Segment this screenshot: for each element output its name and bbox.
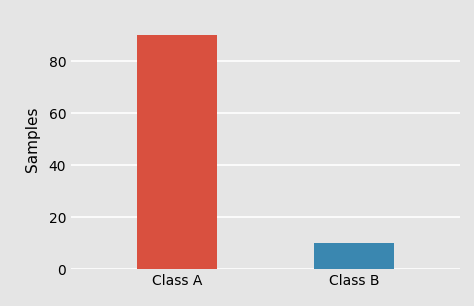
Y-axis label: Samples: Samples <box>25 106 40 172</box>
Bar <box>137 35 217 269</box>
Bar <box>314 243 393 269</box>
